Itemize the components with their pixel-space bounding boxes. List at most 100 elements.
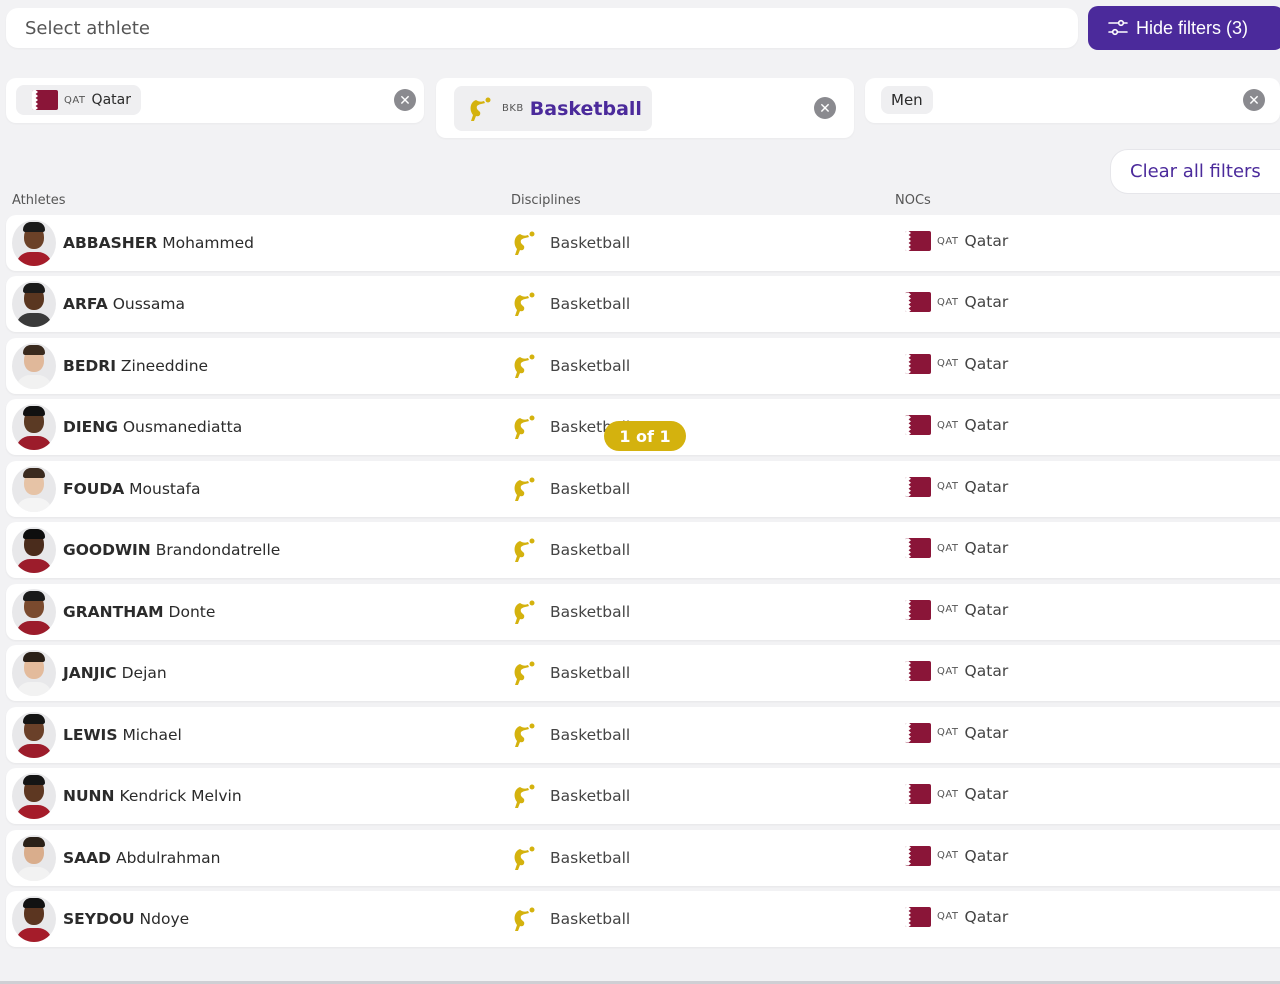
- athlete-name: BEDRI Zineeddine: [63, 357, 208, 375]
- noc-name: Qatar: [964, 600, 1009, 619]
- athlete-avatar: [12, 527, 56, 574]
- discipline-label: Basketball: [550, 234, 631, 252]
- athlete-row[interactable]: SEYDOU Ndoye Basketball QAT Qatar: [6, 890, 1280, 947]
- athlete-avatar: [12, 834, 56, 881]
- athlete-avatar: [12, 773, 56, 820]
- noc-name: Qatar: [964, 785, 1009, 804]
- discipline-filter-chip: BKB Basketball: [454, 86, 652, 131]
- noc-code: QAT: [937, 481, 959, 493]
- basketball-pictogram-icon: [514, 538, 535, 563]
- hide-filters-button[interactable]: Hide filters (3): [1088, 6, 1280, 50]
- noc-name: Qatar: [964, 477, 1009, 496]
- athlete-name: SEYDOU Ndoye: [63, 910, 189, 928]
- athlete-avatar: [12, 281, 56, 328]
- basketball-pictogram-icon: [514, 231, 535, 255]
- basketball-pictogram-icon: [470, 97, 491, 121]
- athlete-row[interactable]: JANJIC Dejan Basketball QAT Qatar: [6, 645, 1280, 702]
- athlete-first-name: Abdulrahman: [115, 848, 221, 867]
- noc-name: Qatar: [964, 354, 1009, 373]
- athlete-name: SAAD Abdulrahman: [63, 849, 221, 867]
- athlete-row[interactable]: ARFA Oussama Basketball QAT Qatar: [6, 276, 1280, 333]
- noc-name: Qatar: [964, 846, 1009, 865]
- noc-code: QAT: [937, 604, 959, 616]
- athlete-first-name: Moustafa: [129, 479, 201, 498]
- noc-code: QAT: [937, 727, 959, 739]
- discipline-name: Basketball: [529, 97, 642, 120]
- qatar-flag-icon: [905, 415, 931, 436]
- noc-code: QAT: [937, 358, 959, 370]
- noc-cell: QAT Qatar: [905, 784, 1009, 805]
- noc-cell: QAT Qatar: [905, 661, 1008, 682]
- qatar-flag-icon: [905, 661, 931, 682]
- discipline-label: Basketball: [550, 356, 631, 375]
- discipline-label: Basketball: [550, 479, 631, 498]
- clear-noc-filter-close-icon[interactable]: ✕: [394, 89, 416, 111]
- clear-all-filters-button[interactable]: Clear all filters: [1110, 149, 1280, 194]
- discipline-filter[interactable]: BKB Basketball ✕: [436, 78, 854, 138]
- clear-discipline-filter-close-icon[interactable]: ✕: [814, 97, 836, 119]
- clear-gender-filter-close-icon[interactable]: ✕: [1243, 89, 1265, 111]
- athlete-row[interactable]: GOODWIN Brandondatrelle Basketball QAT Qata…: [6, 522, 1280, 579]
- discipline-label: Basketball: [550, 541, 631, 560]
- noc-code: QAT: [937, 665, 959, 677]
- noc-cell: QAT Qatar: [905, 538, 1008, 559]
- qatar-flag-icon: [905, 722, 931, 743]
- basketball-pictogram-icon: [514, 354, 535, 378]
- athlete-name: NUNN Kendrick Melvin: [63, 787, 242, 805]
- athlete-row[interactable]: FOUDA Moustafa Basketball QAT Qatar: [6, 460, 1280, 517]
- noc-code: QAT: [937, 542, 959, 554]
- athlete-row[interactable]: GRANTHAM Donte Basketball QAT Qatar: [6, 583, 1280, 640]
- noc-cell: QAT Qatar: [905, 415, 1009, 436]
- athlete-last-name: DIENG: [63, 418, 118, 437]
- athlete-row[interactable]: SAAD Abdulrahman Basketball QAT Qatar: [6, 829, 1280, 886]
- discipline-cell: Basketball: [510, 535, 630, 565]
- athlete-row[interactable]: NUNN Kendrick Melvin Basketball QAT Qatar: [6, 768, 1280, 825]
- athlete-row[interactable]: ABBASHER Mohammed Basketball QAT Qatar: [6, 215, 1280, 271]
- noc-code: QAT: [64, 94, 86, 106]
- qatar-flag-icon: [905, 476, 931, 497]
- athlete-name: DIENG Ousmanediatta: [63, 418, 242, 436]
- discipline-cell: Basketball: [510, 658, 630, 688]
- athlete-first-name: Zineeddine: [120, 356, 209, 375]
- athlete-row[interactable]: BEDRI Zineeddine Basketball QAT Qatar: [6, 337, 1280, 394]
- basketball-pictogram-icon: [514, 907, 535, 931]
- basketball-pictogram-icon: [514, 784, 535, 809]
- athlete-name: FOUDA Moustafa: [63, 480, 200, 498]
- athlete-last-name: BEDRI: [63, 356, 116, 375]
- athlete-search-input[interactable]: Select athlete: [6, 8, 1078, 48]
- discipline-cell: Basketball: [510, 474, 630, 504]
- noc-code: QAT: [937, 235, 959, 247]
- noc-name: Qatar: [964, 416, 1009, 435]
- search-placeholder: Select athlete: [25, 17, 150, 39]
- athlete-first-name: Mohammed: [162, 234, 254, 252]
- filter-sliders-icon: [1108, 19, 1128, 36]
- noc-cell: QAT Qatar: [905, 231, 1008, 251]
- athlete-name: LEWIS Michael: [63, 726, 182, 744]
- basketball-pictogram-icon: [514, 661, 535, 686]
- discipline-label: Basketball: [550, 909, 631, 928]
- discipline-label: Basketball: [550, 664, 631, 683]
- noc-name: Qatar: [964, 232, 1009, 250]
- athlete-avatar: [12, 588, 56, 635]
- noc-cell: QAT Qatar: [905, 599, 1009, 620]
- gender-filter-chip: Men: [881, 86, 933, 114]
- noc-cell: QAT Qatar: [905, 292, 1008, 313]
- noc-name: Qatar: [91, 92, 131, 108]
- athlete-avatar: [12, 895, 56, 942]
- noc-filter[interactable]: QAT Qatar ✕: [6, 78, 424, 123]
- basketball-pictogram-icon: [514, 292, 535, 317]
- column-header-disciplines: Disciplines: [511, 193, 581, 208]
- athlete-last-name: FOUDA: [63, 479, 125, 498]
- discipline-cell: Basketball: [510, 781, 630, 811]
- athlete-first-name: Donte: [168, 602, 216, 621]
- noc-cell: QAT Qatar: [905, 845, 1009, 866]
- qatar-flag-icon: [905, 784, 931, 805]
- athlete-avatar: [12, 711, 56, 758]
- noc-code: QAT: [937, 788, 959, 800]
- noc-cell: QAT Qatar: [905, 476, 1009, 497]
- athlete-name: GOODWIN Brandondatrelle: [63, 541, 280, 559]
- noc-code: QAT: [937, 911, 959, 923]
- noc-cell: QAT Qatar: [905, 906, 1008, 927]
- athlete-row[interactable]: LEWIS Michael Basketball QAT Qatar: [6, 706, 1280, 763]
- gender-filter[interactable]: Men ✕: [865, 78, 1280, 123]
